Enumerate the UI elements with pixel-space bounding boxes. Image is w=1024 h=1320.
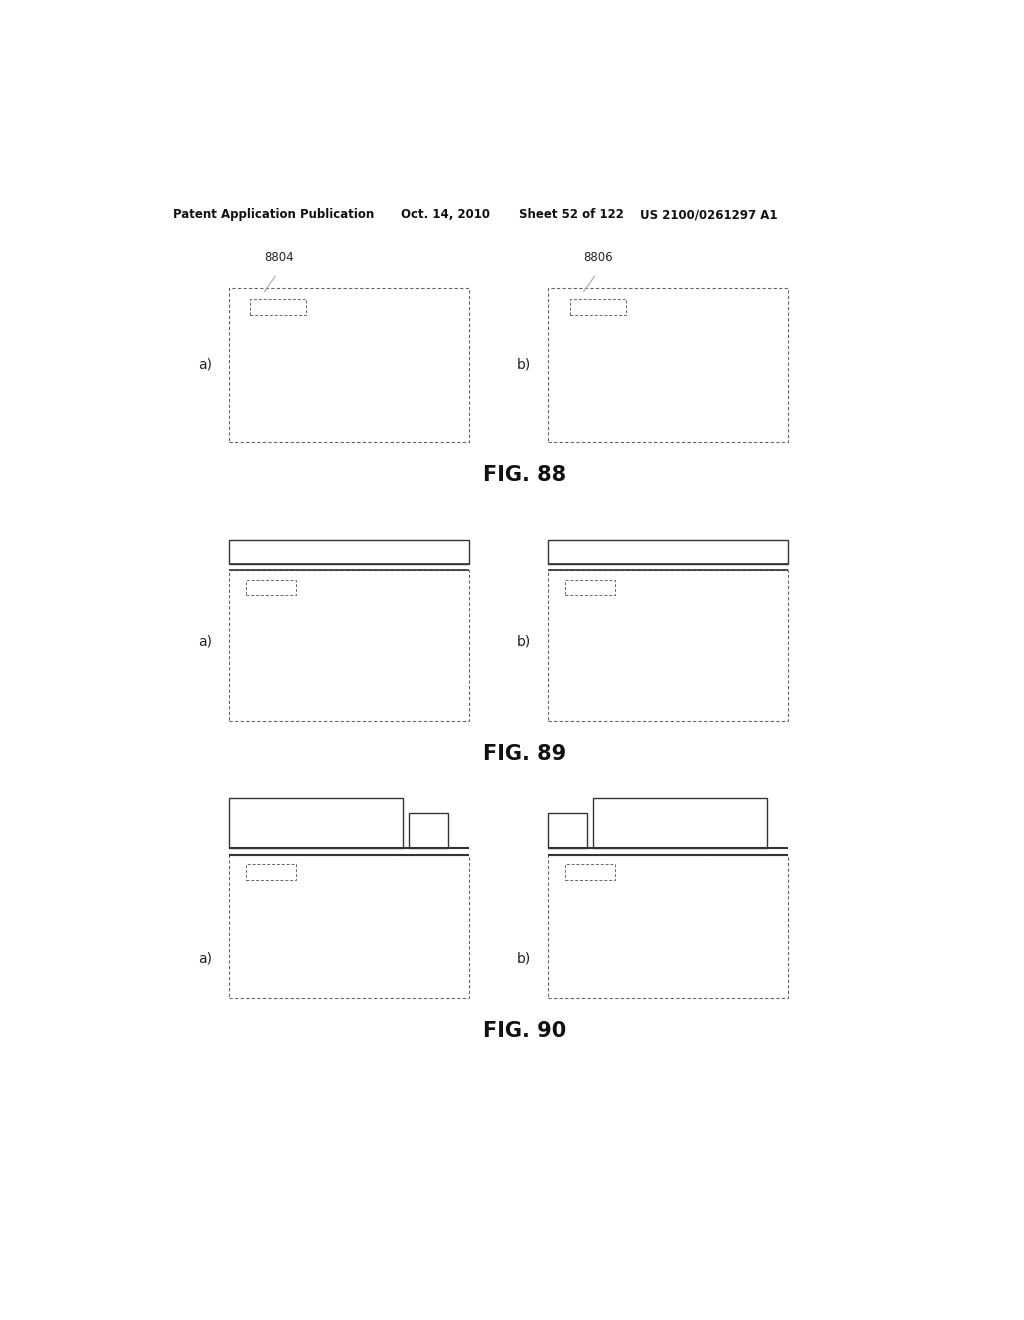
Text: b): b) — [517, 635, 531, 649]
Bar — [228, 570, 469, 721]
Bar — [548, 540, 788, 564]
Bar — [246, 865, 296, 880]
Text: FIG. 90: FIG. 90 — [483, 1020, 566, 1040]
Text: Oct. 14, 2010: Oct. 14, 2010 — [400, 209, 489, 222]
Bar — [228, 797, 403, 847]
Text: FIG. 89: FIG. 89 — [483, 743, 566, 763]
Bar — [246, 579, 296, 595]
Bar — [410, 813, 449, 847]
Text: b): b) — [517, 952, 531, 965]
Bar — [548, 570, 788, 721]
Bar — [228, 540, 469, 564]
Bar — [565, 579, 615, 595]
Bar — [251, 298, 306, 315]
Text: Patent Application Publication: Patent Application Publication — [173, 209, 374, 222]
Text: 8804: 8804 — [264, 251, 294, 264]
Text: a): a) — [198, 635, 212, 649]
Text: a): a) — [198, 952, 212, 965]
Text: b): b) — [517, 358, 531, 372]
Bar — [228, 288, 469, 442]
Bar — [548, 813, 587, 847]
Bar — [548, 855, 788, 998]
Text: FIG. 88: FIG. 88 — [483, 465, 566, 484]
Bar — [569, 298, 626, 315]
Text: Sheet 52 of 122: Sheet 52 of 122 — [519, 209, 625, 222]
Bar — [565, 865, 615, 880]
Bar — [228, 855, 469, 998]
Text: 8806: 8806 — [584, 251, 613, 264]
Text: a): a) — [198, 358, 212, 372]
Bar — [593, 797, 767, 847]
Text: US 2100/0261297 A1: US 2100/0261297 A1 — [640, 209, 777, 222]
Bar — [548, 288, 788, 442]
